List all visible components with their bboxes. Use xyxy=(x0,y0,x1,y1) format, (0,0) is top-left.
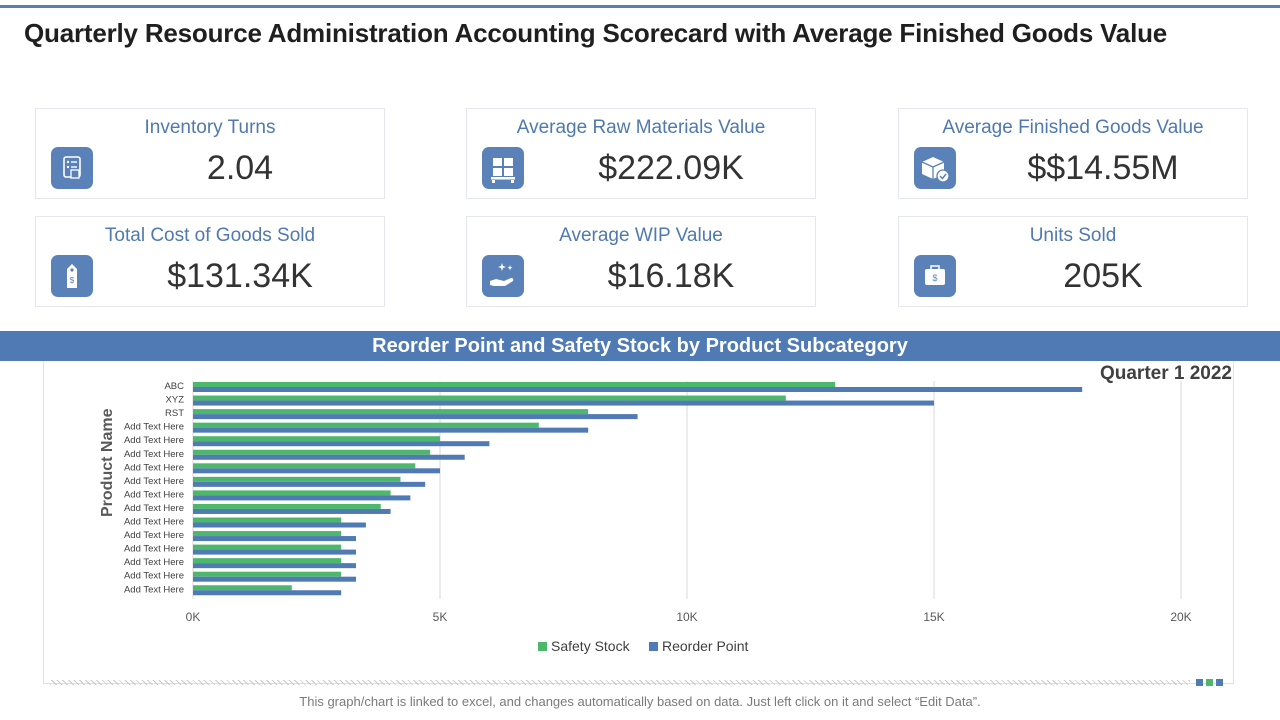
square-blue xyxy=(1216,679,1223,686)
kpi-label: Average Raw Materials Value xyxy=(516,117,766,138)
checklist-icon xyxy=(51,147,93,189)
chart-banner: Reorder Point and Safety Stock by Produc… xyxy=(0,331,1280,361)
square-green xyxy=(1206,679,1213,686)
hand-sparkle-icon xyxy=(482,255,524,297)
y-axis-label: Product Name xyxy=(99,408,116,517)
quarter-label: Quarter 1 2022 xyxy=(1099,363,1232,384)
kpi-value: 205K xyxy=(1063,257,1143,295)
kpi-label: Units Sold xyxy=(1029,225,1117,246)
svg-text:$: $ xyxy=(932,273,937,283)
chart-frame xyxy=(43,361,1234,684)
kpi-value: $131.34K xyxy=(167,257,313,295)
kpi-value: $$14.55M xyxy=(1027,149,1179,187)
kpi-label: Total Cost of Goods Sold xyxy=(104,225,316,246)
top-accent-line xyxy=(0,5,1280,8)
kpi-card-inventory-turns: Inventory Turns 2.04 xyxy=(35,108,385,199)
kpi-card-average-finished-goods: Average Finished Goods Value $$14.55M xyxy=(898,108,1248,199)
kpi-value: $222.09K xyxy=(598,149,744,187)
kpi-card-average-wip: Average WIP Value $16.18K xyxy=(466,216,816,307)
square-blue xyxy=(1196,679,1203,686)
kpi-label: Average Finished Goods Value xyxy=(942,117,1204,138)
page-title: Quarterly Resource Administration Accoun… xyxy=(24,18,1168,48)
kpi-value: 2.04 xyxy=(206,149,274,187)
svg-text:$: $ xyxy=(70,276,75,285)
box-check-icon xyxy=(914,147,956,189)
footnote: This graph/chart is linked to excel, and… xyxy=(299,694,981,709)
kpi-card-units-sold: Units Sold $ 205K xyxy=(898,216,1248,307)
pallet-boxes-icon xyxy=(482,147,524,189)
kpi-card-total-cost-of-goods-sold: Total Cost of Goods Sold $ $131.34K xyxy=(35,216,385,307)
kpi-value: $16.18K xyxy=(607,257,735,295)
decorative-hatch xyxy=(50,680,1190,685)
cash-register-icon: $ xyxy=(914,255,956,297)
kpi-label: Inventory Turns xyxy=(144,117,276,138)
kpi-card-average-raw-materials: Average Raw Materials Value $222.09K xyxy=(466,108,816,199)
price-tag-icon: $ xyxy=(51,255,93,297)
kpi-label: Average WIP Value xyxy=(559,225,723,246)
